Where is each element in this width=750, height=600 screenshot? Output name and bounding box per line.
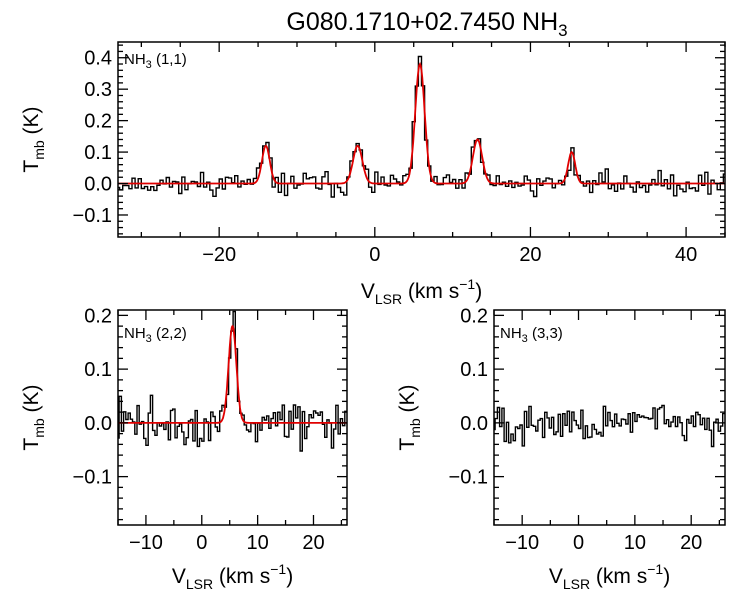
panel-22-fit-curve [118, 324, 347, 424]
panel-11-x-axis-label: VLSR (km s−1) [361, 276, 482, 307]
panel-33-ytick-label: −0.1 [449, 467, 488, 489]
panel-22: −10 0 10 20 −0.1 0.0 0.1 0.2 NH3 (2,2) Tmb (K) VLS… [20, 305, 348, 592]
panel-33-transition-label: NH3 (3,3) [500, 325, 563, 345]
panel-11-xtick-label: 40 [675, 244, 697, 266]
panel-11-ytick-label: −0.1 [73, 205, 112, 227]
figure-title: G080.1710+02.7450 NH3 [286, 8, 567, 40]
panel-33-xtick-label: 0 [573, 532, 584, 554]
panel-11-xtick-label: 20 [519, 244, 541, 266]
panel-33-xtick-label: −10 [505, 532, 539, 554]
panel-22-ytick-label: 0.0 [84, 413, 112, 435]
panel-11: −20 0 20 40 −0.1 0.0 0.1 0.2 0.3 0.4 NH3 (1,1) Tmb … [20, 41, 726, 307]
panel-33: −10 0 10 20 −0.1 0.0 0.1 0.2 NH3 (3,3) Tmb (K) VLS… [396, 305, 726, 592]
panel-33-xtick-label: 20 [680, 532, 702, 554]
panel-22-frame [117, 309, 348, 526]
panel-33-xtick-label: 10 [624, 532, 646, 554]
panel-22-xtick-label: −10 [129, 532, 163, 554]
panel-33-x-axis-label: VLSR (km s−1) [549, 561, 670, 592]
panel-22-xtick-label: 0 [196, 532, 207, 554]
panel-11-fit-curve [118, 61, 725, 185]
panel-11-transition-label: NH3 (1,1) [124, 51, 187, 71]
panel-22-ytick-label: 0.1 [84, 359, 112, 381]
panel-11-xtick-label: 0 [369, 244, 380, 266]
panel-33-frame [493, 309, 726, 526]
panel-22-y-axis-label: Tmb (K) [20, 384, 47, 450]
panel-33-ytick-label: 0.1 [460, 359, 488, 381]
panel-11-ytick-label: 0.4 [84, 48, 112, 70]
panels: −20 0 20 40 −0.1 0.0 0.1 0.2 0.3 0.4 NH3 (1,1) Tmb … [20, 41, 726, 592]
panel-11-ytick-label: 0.3 [84, 79, 112, 101]
panel-22-xtick-label: 10 [247, 532, 269, 554]
panel-33-observed-spectrum [494, 404, 725, 448]
panel-22-ytick-label: −0.1 [73, 467, 112, 489]
panel-11-xtick-label: −20 [202, 244, 236, 266]
panel-11-y-axis-label: Tmb (K) [20, 106, 47, 172]
panel-11-ytick-label: 0.0 [84, 174, 112, 196]
panel-33-y-axis-label: Tmb (K) [396, 384, 423, 450]
panel-22-xtick-label: 20 [302, 532, 324, 554]
panel-22-transition-label: NH3 (2,2) [124, 325, 187, 345]
panel-22-x-axis-label: VLSR (km s−1) [172, 561, 293, 592]
panel-33-ytick-label: 0.0 [460, 413, 488, 435]
panel-11-ytick-label: 0.2 [84, 111, 112, 133]
panel-33-ytick-label: 0.2 [460, 305, 488, 327]
panel-11-ytick-label: 0.1 [84, 142, 112, 164]
panel-22-ytick-label: 0.2 [84, 305, 112, 327]
